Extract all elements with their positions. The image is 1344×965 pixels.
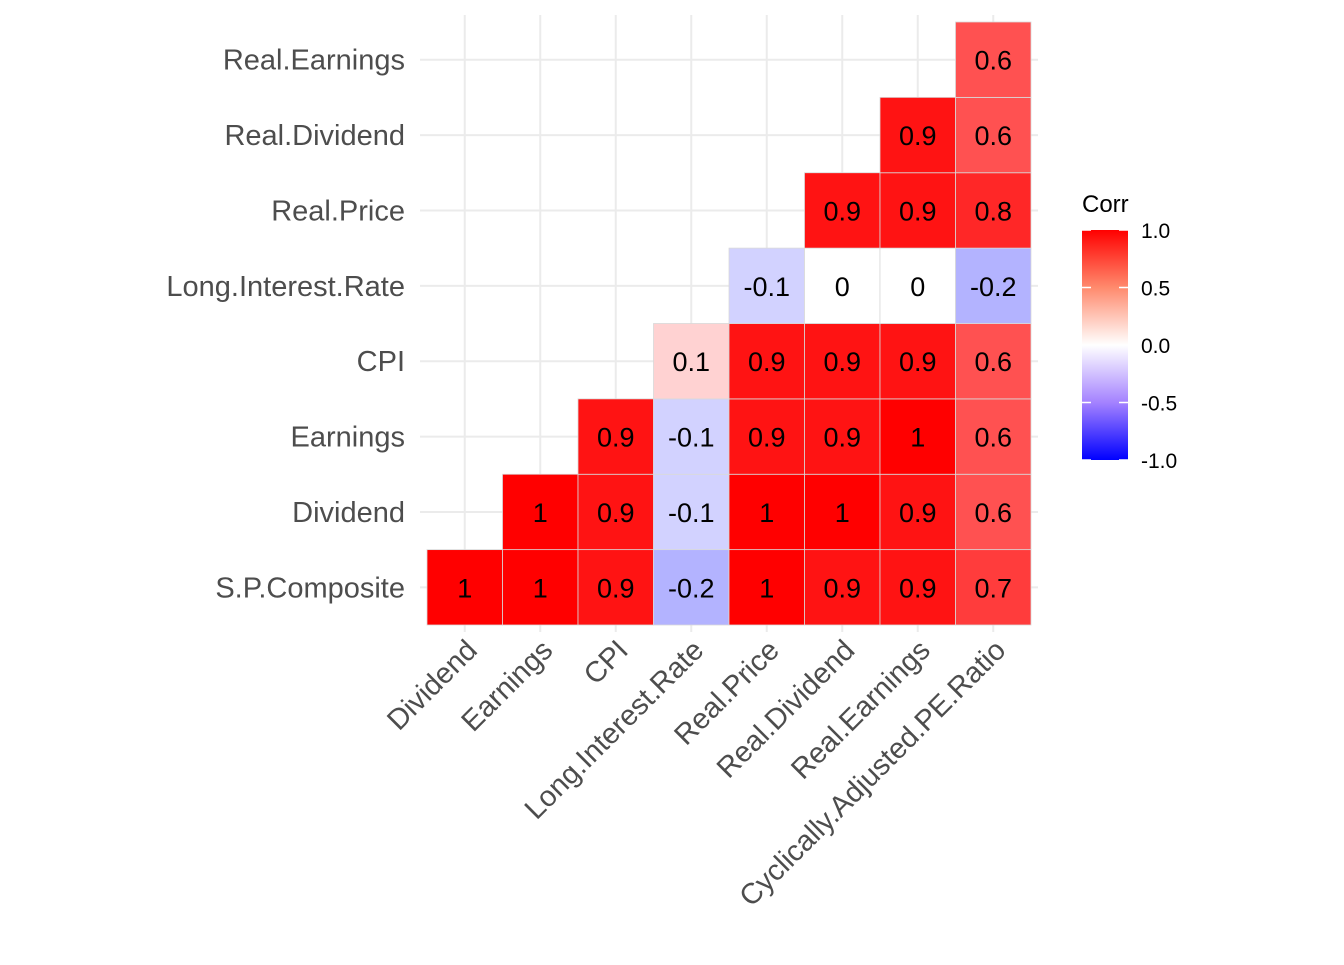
- cell-value-label: 1: [533, 498, 548, 528]
- cell-value-label: 0.1: [672, 347, 710, 377]
- heatmap-cell: [804, 247, 881, 324]
- y-tick-label: Real.Dividend: [224, 120, 405, 152]
- cell-value-label: 0.8: [974, 196, 1012, 226]
- heatmap-cell: [502, 549, 579, 626]
- cell-value-label: 0.9: [899, 121, 937, 151]
- legend-tick-label: -1.0: [1141, 450, 1177, 473]
- color-legend: Corr 1.0 0.5 0.0 -0.5 -1.0: [1082, 191, 1177, 473]
- heatmap-cell: [804, 473, 881, 551]
- heatmap-cell: [955, 247, 1032, 324]
- heatmap-cell: [879, 96, 956, 174]
- heatmap-cell: [879, 172, 956, 249]
- heatmap-cell: [728, 398, 805, 475]
- cell-value-label: 0.9: [823, 423, 861, 453]
- heatmap-cell: [577, 473, 654, 551]
- cell-value-labels: 1 1 0.9 -0.2 1 0.9 0.9 0.7 1 0.9 -0.1 1 1 0.9 0.6 0.9 -0…: [457, 46, 1016, 604]
- legend-tick-label: 1.0: [1141, 220, 1170, 243]
- heatmap-cell: [955, 323, 1032, 400]
- legend-title: Corr: [1082, 191, 1129, 218]
- y-tick-label: CPI: [357, 346, 405, 378]
- cell-value-label: 0.6: [974, 423, 1012, 453]
- legend-tick-label: -0.5: [1141, 393, 1177, 416]
- cell-value-label: -0.2: [668, 573, 715, 603]
- y-axis-tick-labels: S.P.Composite Dividend Earnings CPI Long.Int…: [166, 45, 405, 605]
- heatmap-cell: [804, 398, 881, 475]
- cell-value-label: 0.6: [974, 121, 1012, 151]
- y-tick-label: Long.Interest.Rate: [166, 271, 405, 303]
- heatmap-cells: [426, 21, 1032, 626]
- heatmap-cell: [577, 549, 654, 626]
- heatmap-cell: [879, 549, 956, 626]
- y-tick-label: Real.Earnings: [223, 45, 405, 77]
- cell-value-label: 0.6: [974, 498, 1012, 528]
- cell-value-label: 0.9: [899, 498, 937, 528]
- heatmap-cell: [426, 549, 503, 626]
- cell-value-label: 1: [759, 498, 774, 528]
- y-tick-label: S.P.Composite: [215, 572, 405, 604]
- heatmap-cell: [728, 549, 805, 626]
- cell-value-label: 0.6: [974, 347, 1012, 377]
- heatmap-cell: [804, 172, 881, 249]
- heatmap-cell: [653, 323, 730, 400]
- cell-value-label: 1: [457, 573, 472, 603]
- heatmap-cell: [577, 398, 654, 475]
- cell-value-label: 0.9: [748, 347, 786, 377]
- x-tick-label: CPI: [578, 634, 635, 691]
- legend-tick-label: 0.5: [1141, 278, 1170, 301]
- legend-ticks: 1.0 0.5 0.0 -0.5 -1.0: [1082, 220, 1177, 473]
- cell-value-label: 0: [835, 272, 850, 302]
- heatmap-cell: [502, 473, 579, 551]
- cell-value-label: 0.9: [748, 423, 786, 453]
- cell-value-label: 0.9: [597, 423, 635, 453]
- heatmap-cell: [653, 398, 730, 475]
- cell-value-label: 1: [759, 573, 774, 603]
- cell-value-label: 1: [533, 573, 548, 603]
- cell-value-label: 0.7: [974, 573, 1012, 603]
- heatmap-cell: [653, 549, 730, 626]
- cell-value-label: -0.1: [743, 272, 790, 302]
- cell-value-label: -0.2: [970, 272, 1017, 302]
- cell-value-label: -0.1: [668, 498, 715, 528]
- cell-value-label: 1: [835, 498, 850, 528]
- heatmap-cell: [879, 473, 956, 551]
- cell-value-label: 0: [910, 272, 925, 302]
- y-tick-label: Real.Price: [271, 195, 405, 227]
- heatmap-cell: [728, 247, 805, 324]
- y-tick-label: Earnings: [291, 422, 405, 454]
- cell-value-label: 0.9: [823, 196, 861, 226]
- heatmap-cell: [728, 323, 805, 400]
- heatmap-cell: [955, 549, 1032, 626]
- heatmap-cell: [955, 21, 1032, 98]
- cell-value-label: 0.9: [597, 573, 635, 603]
- heatmap-cell: [879, 398, 956, 475]
- cell-value-label: 0.9: [823, 347, 861, 377]
- cell-value-label: 0.9: [823, 573, 861, 603]
- heatmap-cell: [955, 96, 1032, 174]
- cell-value-label: 1: [910, 423, 925, 453]
- cell-value-label: 0.9: [899, 573, 937, 603]
- cell-value-label: 0.9: [597, 498, 635, 528]
- cell-value-label: 0.9: [899, 196, 937, 226]
- heatmap-cell: [955, 473, 1032, 551]
- heatmap-cell: [653, 473, 730, 551]
- heatmap-cell: [804, 549, 881, 626]
- cell-value-label: 0.6: [974, 46, 1012, 76]
- cell-value-label: -0.1: [668, 423, 715, 453]
- legend-tick-label: 0.0: [1141, 335, 1170, 358]
- y-tick-label: Dividend: [292, 497, 405, 529]
- cell-value-label: 0.9: [899, 347, 937, 377]
- heatmap-cell: [955, 398, 1032, 475]
- heatmap-cell: [728, 473, 805, 551]
